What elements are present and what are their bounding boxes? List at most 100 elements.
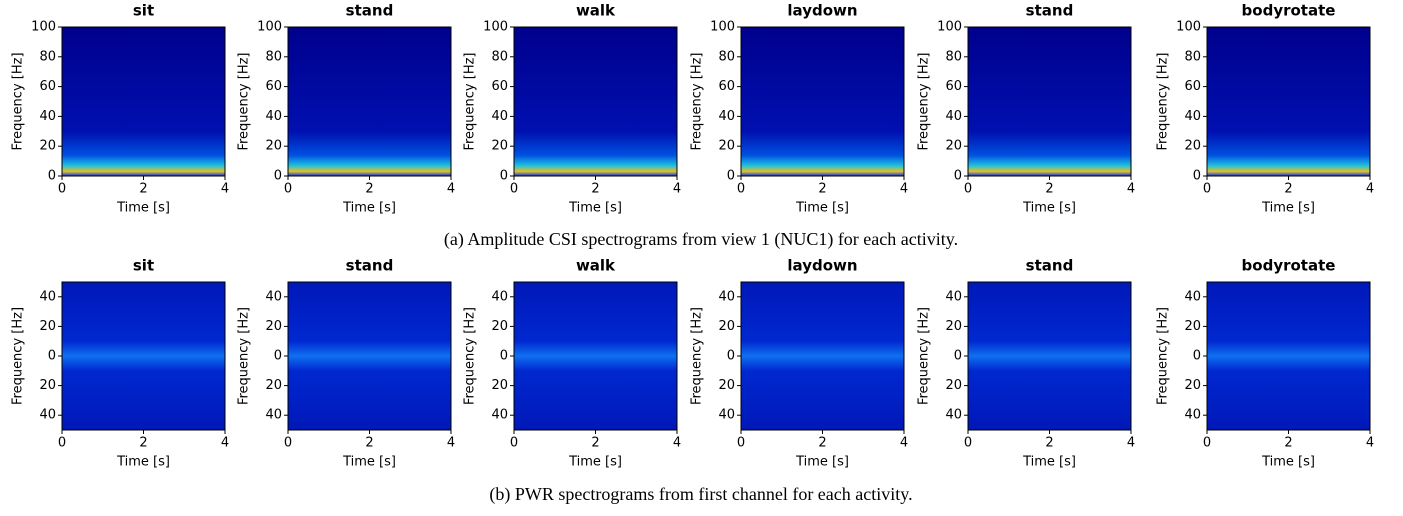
y-tick-label: 60 <box>39 79 56 94</box>
y-tick-label: 0 <box>727 169 735 184</box>
y-tick-label: 40 <box>1184 289 1201 304</box>
y-tick-label: 40 <box>945 109 962 124</box>
y-tick-label: 20 <box>945 139 962 154</box>
y-tick-label: 20 <box>718 378 735 393</box>
x-tick-label: 4 <box>673 182 681 197</box>
panel-title: bodyrotate <box>1242 257 1336 275</box>
x-tick-label: 4 <box>221 182 229 197</box>
y-tick-label: 60 <box>1184 79 1201 94</box>
y-tick-label: 0 <box>727 349 735 364</box>
x-tick-label: 2 <box>818 182 826 197</box>
spectrogram-image <box>1207 27 1370 176</box>
x-axis-label: Time [s] <box>1022 455 1076 470</box>
x-tick-label: 2 <box>818 436 826 451</box>
panel-title: laydown <box>787 257 857 275</box>
y-tick-label: 0 <box>48 349 56 364</box>
y-tick-label: 60 <box>945 79 962 94</box>
y-tick-label: 60 <box>491 79 508 94</box>
spectrogram-image <box>514 282 677 430</box>
y-tick-label: 60 <box>718 79 735 94</box>
y-tick-label: 20 <box>265 319 282 334</box>
x-tick-label: 0 <box>737 436 745 451</box>
y-tick-label: 0 <box>954 169 962 184</box>
x-tick-label: 0 <box>284 182 292 197</box>
y-tick-label: 100 <box>31 20 56 35</box>
y-axis-label: Frequency [Hz] <box>690 307 705 405</box>
x-axis-label: Time [s] <box>342 201 396 216</box>
y-tick-label: 40 <box>491 408 508 423</box>
y-axis-label: Frequency [Hz] <box>690 52 705 150</box>
x-tick-label: 0 <box>58 436 66 451</box>
x-tick-label: 4 <box>900 436 908 451</box>
y-tick-label: 20 <box>1184 139 1201 154</box>
y-tick-label: 0 <box>48 169 56 184</box>
y-tick-label: 40 <box>265 289 282 304</box>
y-axis-label: Frequency [Hz] <box>237 307 252 405</box>
panel-title: laydown <box>787 2 857 20</box>
y-tick-label: 40 <box>718 289 735 304</box>
y-tick-label: 100 <box>257 20 282 35</box>
y-tick-label: 20 <box>718 319 735 334</box>
y-axis-label: Frequency [Hz] <box>1156 52 1171 150</box>
y-axis-label: Frequency [Hz] <box>463 52 478 150</box>
y-tick-label: 40 <box>1184 408 1201 423</box>
y-tick-label: 100 <box>710 20 735 35</box>
y-tick-label: 20 <box>945 378 962 393</box>
y-tick-label: 0 <box>500 349 508 364</box>
spectrogram-image <box>968 282 1131 430</box>
x-tick-label: 0 <box>58 182 66 197</box>
x-tick-label: 2 <box>139 436 147 451</box>
y-axis-label: Frequency [Hz] <box>11 52 26 150</box>
panel-title: stand <box>346 2 394 20</box>
x-tick-label: 2 <box>1284 182 1292 197</box>
x-axis-label: Time [s] <box>342 455 396 470</box>
x-tick-label: 0 <box>510 182 518 197</box>
x-tick-label: 2 <box>1045 182 1053 197</box>
y-tick-label: 80 <box>491 49 508 64</box>
y-tick-label: 20 <box>265 139 282 154</box>
x-tick-label: 0 <box>964 182 972 197</box>
x-axis-label: Time [s] <box>116 455 170 470</box>
x-tick-label: 2 <box>139 182 147 197</box>
y-tick-label: 20 <box>718 139 735 154</box>
spectrogram-image <box>288 282 451 430</box>
caption: (b) PWR spectrograms from first channel … <box>489 484 912 505</box>
y-tick-label: 40 <box>945 289 962 304</box>
y-tick-label: 40 <box>39 289 56 304</box>
y-tick-label: 0 <box>1193 349 1201 364</box>
x-tick-label: 2 <box>365 182 373 197</box>
x-tick-label: 2 <box>1045 436 1053 451</box>
y-tick-label: 40 <box>945 408 962 423</box>
panel-title: stand <box>1026 257 1074 275</box>
spectrogram-image <box>514 27 677 176</box>
y-tick-label: 0 <box>500 169 508 184</box>
x-tick-label: 2 <box>1284 436 1292 451</box>
y-tick-label: 20 <box>491 378 508 393</box>
panel-title: sit <box>133 257 154 275</box>
y-tick-label: 20 <box>491 319 508 334</box>
x-tick-label: 2 <box>591 182 599 197</box>
x-tick-label: 4 <box>447 182 455 197</box>
y-tick-label: 40 <box>491 289 508 304</box>
y-tick-label: 20 <box>265 378 282 393</box>
y-tick-label: 0 <box>954 349 962 364</box>
x-tick-label: 4 <box>221 436 229 451</box>
y-tick-label: 20 <box>39 319 56 334</box>
y-tick-label: 40 <box>1184 109 1201 124</box>
x-axis-label: Time [s] <box>116 201 170 216</box>
y-tick-label: 40 <box>265 109 282 124</box>
y-axis-label: Frequency [Hz] <box>11 307 26 405</box>
y-tick-label: 20 <box>491 139 508 154</box>
spectrogram-image <box>741 27 904 176</box>
x-tick-label: 0 <box>737 182 745 197</box>
y-tick-label: 20 <box>39 139 56 154</box>
x-tick-label: 4 <box>900 182 908 197</box>
panel-title: stand <box>1026 2 1074 20</box>
y-tick-label: 40 <box>718 408 735 423</box>
panel-title: stand <box>346 257 394 275</box>
x-axis-label: Time [s] <box>1022 201 1076 216</box>
x-tick-label: 4 <box>673 436 681 451</box>
x-tick-label: 4 <box>1366 436 1374 451</box>
spectrogram-image <box>62 282 225 430</box>
